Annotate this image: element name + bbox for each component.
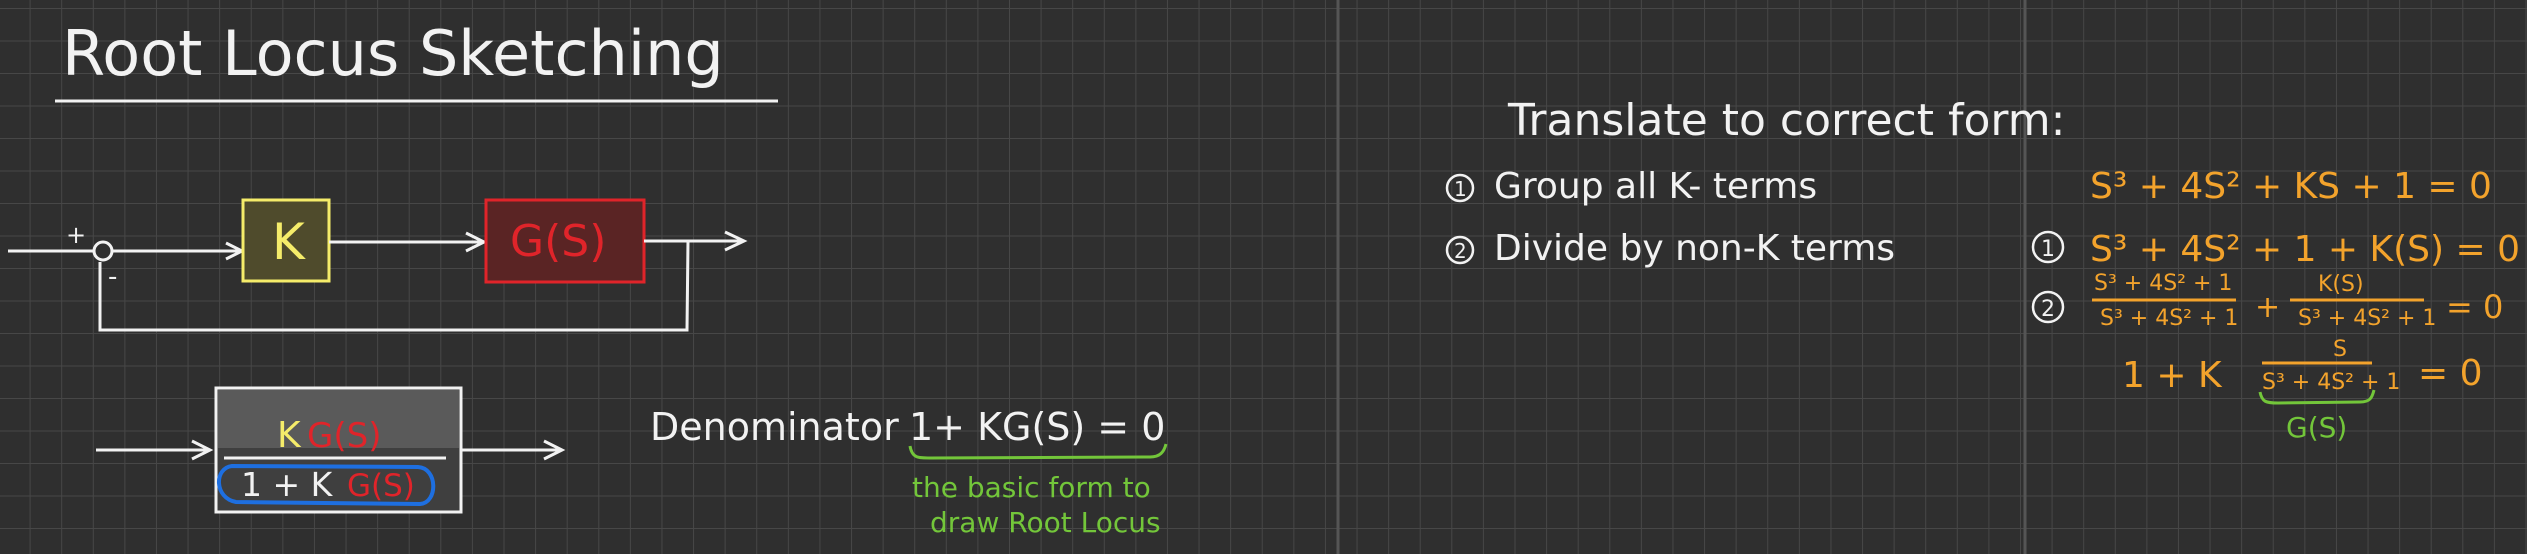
characteristic-equation: 1+ KG(S) = 0 (909, 405, 1165, 449)
final-form-prefix: 1 + K (2122, 355, 2223, 396)
fraction-plus-sign: + (2255, 290, 2280, 325)
output-arrowhead (724, 230, 748, 252)
g-transfer-function-label: G(S) (2286, 411, 2347, 444)
math-step2-marker: 2 (2041, 297, 2055, 322)
step2-text: Divide by non-K terms (1494, 228, 1895, 269)
step1-text: Group all K- terms (1494, 166, 1817, 207)
closed-loop-denominator-g: G(S) (347, 468, 415, 504)
summing-junction (92, 240, 114, 262)
translate-heading: Translate to correct form: (1507, 95, 2065, 146)
characteristic-equation-bracket (908, 443, 1168, 460)
g-plant-label: G(S) (510, 216, 606, 267)
basic-form-caption-line1: the basic form to (912, 471, 1151, 504)
step2-marker: 2 (1454, 239, 1467, 263)
fraction1-denominator: S³ + 4S² + 1 (2100, 306, 2238, 331)
original-equation: S³ + 4S² + KS + 1 = 0 (2090, 166, 2492, 207)
denominator-highlight-loop (217, 463, 436, 507)
closed-loop-numerator-shade (218, 390, 459, 448)
page-title: Root Locus Sketching (62, 17, 724, 90)
math-step1-marker-circle (2031, 230, 2065, 264)
step1-marker-circle (1445, 173, 1475, 203)
closed-loop-denominator-prefix: 1 + K (241, 465, 334, 504)
closed-loop-numerator-k: K (277, 415, 302, 456)
summing-plus-sign: + (66, 221, 86, 249)
math-step1-marker: 1 (2041, 237, 2055, 262)
summing-minus-sign: - (108, 262, 117, 292)
basic-form-caption-line2: draw Root Locus (930, 506, 1161, 539)
feedback-block-diagram: + - K G(S) (8, 198, 748, 332)
closed-loop-numerator-g: G(S) (307, 416, 381, 456)
denominator-note: Denominator 1+ KG(S) = 0 the basic form … (650, 405, 1168, 539)
closed-loop-input-arrowhead (191, 439, 214, 461)
k-gain-block (241, 198, 331, 283)
translate-section: Translate to correct form: 1 Group all K… (1445, 95, 2065, 269)
closed-loop-block-diagram: K G(S) 1 + K G(S) (96, 386, 566, 514)
closed-loop-output-arrowhead (543, 439, 566, 461)
step2-marker-circle (1445, 235, 1475, 265)
denominator-label: Denominator (650, 405, 899, 449)
final-form-denominator: S³ + 4S² + 1 (2262, 370, 2400, 395)
final-form-numerator: S (2333, 337, 2347, 362)
final-form-equals-zero: = 0 (2418, 353, 2483, 394)
fraction2-denominator: S³ + 4S² + 1 (2298, 306, 2436, 331)
g-transfer-function-bracket (2258, 389, 2376, 405)
derivation-math: S³ + 4S² + KS + 1 = 0 1 S³ + 4S² + 1 + K… (2031, 166, 2520, 444)
k-to-g-arrowhead (465, 231, 488, 253)
step1-marker: 1 (1454, 177, 1467, 201)
fraction2-numerator: K(S) (2318, 272, 2364, 297)
g-plant-block (484, 198, 646, 284)
math-step2-marker-circle (2031, 290, 2065, 324)
grouped-equation: S³ + 4S² + 1 + K(S) = 0 (2090, 229, 2520, 270)
k-gain-label: K (272, 213, 306, 271)
fraction1-numerator: S³ + 4S² + 1 (2094, 271, 2232, 296)
feedback-path (98, 240, 690, 332)
fraction-equals-zero: = 0 (2446, 288, 2503, 326)
